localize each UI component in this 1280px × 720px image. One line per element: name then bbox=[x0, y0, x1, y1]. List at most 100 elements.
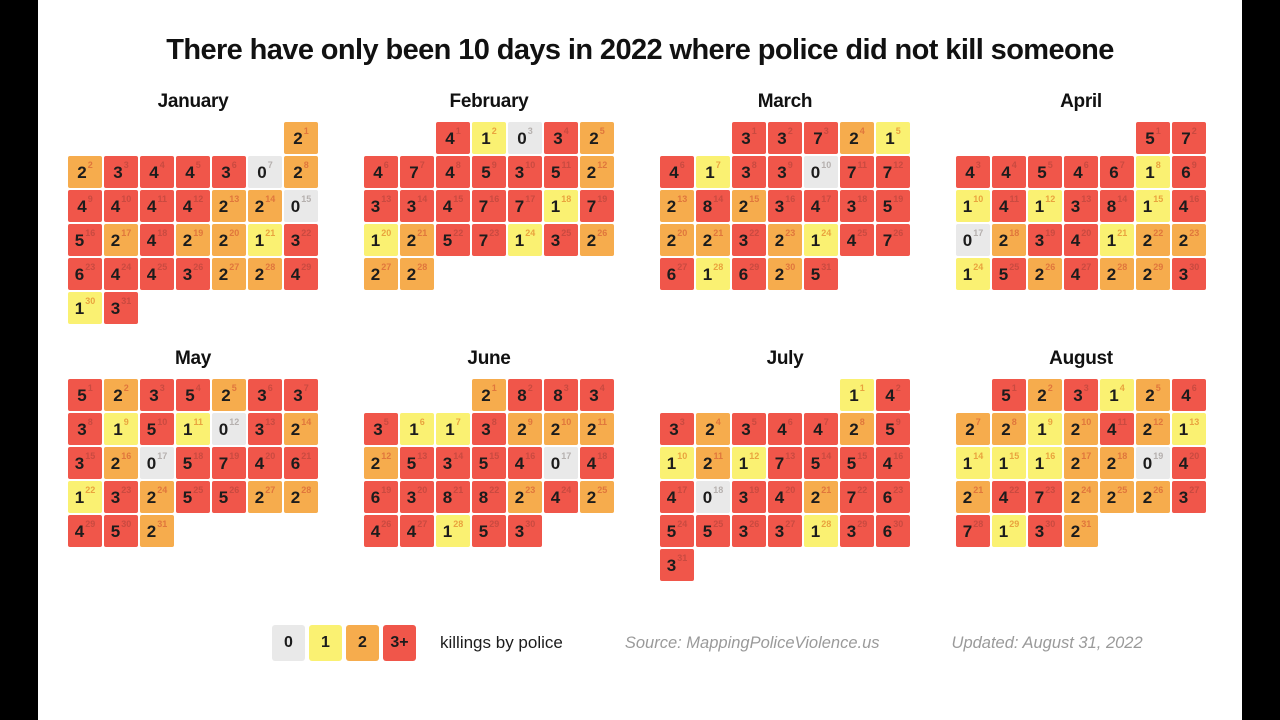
day-number: 12 bbox=[193, 193, 204, 204]
day-value: 1 bbox=[705, 162, 715, 182]
day-number: 22 bbox=[489, 484, 500, 495]
day-cell: 3 14 bbox=[400, 190, 434, 222]
day-value: 5 bbox=[110, 521, 121, 541]
day-cell: 4 25 bbox=[140, 258, 174, 290]
day-number: 4 bbox=[1011, 159, 1017, 170]
day-number: 18 bbox=[1117, 450, 1128, 461]
month-april: April 5 1 7 2 4 3 4 4 5 5 4 6 6 7 1 8 6 9 1 10 4 11 1 12 3 13 8 14 1 1… bbox=[956, 91, 1206, 324]
day-number: 14 bbox=[713, 193, 724, 204]
day-number: 15 bbox=[1153, 193, 1164, 204]
day-value: 1 bbox=[666, 453, 677, 473]
empty-cell bbox=[956, 122, 990, 154]
day-number: 17 bbox=[821, 193, 832, 204]
day-cell: 4 20 bbox=[1172, 447, 1206, 479]
day-value: 3 bbox=[1070, 196, 1081, 216]
day-value: 3 bbox=[777, 162, 787, 182]
day-value: 3 bbox=[77, 419, 87, 439]
day-number: 6 bbox=[419, 416, 425, 427]
empty-cell bbox=[364, 379, 398, 411]
day-cell: 4 12 bbox=[176, 190, 210, 222]
day-value: 4 bbox=[147, 196, 157, 216]
day-value: 3 bbox=[1073, 385, 1083, 405]
day-number: 15 bbox=[85, 450, 96, 461]
day-value: 2 bbox=[406, 264, 417, 284]
day-number: 28 bbox=[713, 261, 724, 272]
day-value: 2 bbox=[370, 264, 381, 284]
day-cell: 4 16 bbox=[508, 447, 542, 479]
day-cell: 1 28 bbox=[436, 515, 470, 547]
day-value: 1 bbox=[409, 419, 419, 439]
day-cell: 3 10 bbox=[508, 156, 542, 188]
day-number: 2 bbox=[123, 382, 129, 393]
day-number: 5 bbox=[231, 382, 237, 393]
day-number: 1 bbox=[1011, 382, 1017, 393]
day-number: 12 bbox=[893, 159, 904, 170]
day-number: 1 bbox=[1155, 125, 1161, 136]
day-value: 2 bbox=[666, 230, 677, 250]
day-value: 3 bbox=[481, 419, 491, 439]
page-title: There have only been 10 days in 2022 whe… bbox=[166, 34, 1114, 66]
day-value: 5 bbox=[1037, 162, 1047, 182]
day-value: 4 bbox=[1001, 162, 1011, 182]
day-cell: 2 16 bbox=[104, 447, 138, 479]
day-cell: 5 25 bbox=[696, 515, 730, 547]
day-number: 7 bbox=[823, 416, 829, 427]
day-value: 1 bbox=[1109, 385, 1119, 405]
empty-cell bbox=[248, 122, 282, 154]
day-value: 4 bbox=[1107, 419, 1117, 439]
day-cell: 2 22 bbox=[1136, 224, 1170, 256]
empty-cell bbox=[660, 379, 694, 411]
day-number: 18 bbox=[193, 450, 204, 461]
day-value: 4 bbox=[669, 162, 679, 182]
day-value: 0 bbox=[290, 196, 301, 216]
day-number: 23 bbox=[1189, 227, 1200, 238]
day-value: 3 bbox=[741, 162, 751, 182]
day-number: 17 bbox=[157, 450, 168, 461]
day-cell: 4 27 bbox=[1064, 258, 1098, 290]
day-cell: 4 29 bbox=[68, 515, 102, 547]
day-value: 2 bbox=[1142, 487, 1153, 507]
day-value: 2 bbox=[146, 521, 157, 541]
day-cell: 1 10 bbox=[660, 447, 694, 479]
empty-cell bbox=[768, 379, 802, 411]
day-cell: 5 22 bbox=[436, 224, 470, 256]
day-number: 27 bbox=[677, 261, 688, 272]
day-value: 1 bbox=[550, 196, 561, 216]
day-cell: 2 20 bbox=[660, 224, 694, 256]
day-value: 4 bbox=[1178, 453, 1189, 473]
empty-cell bbox=[956, 379, 990, 411]
day-value: 3 bbox=[293, 385, 303, 405]
day-value: 5 bbox=[666, 521, 677, 541]
day-number: 20 bbox=[1189, 450, 1200, 461]
day-value: 7 bbox=[218, 453, 229, 473]
day-cell: 3 16 bbox=[768, 190, 802, 222]
month-title: March bbox=[757, 91, 813, 112]
day-cell: 7 23 bbox=[472, 224, 506, 256]
day-number: 6 bbox=[1083, 159, 1089, 170]
day-value: 2 bbox=[218, 196, 229, 216]
day-cell: 2 21 bbox=[956, 481, 990, 513]
day-value: 3 bbox=[110, 298, 121, 318]
day-number: 17 bbox=[525, 193, 536, 204]
day-value: 7 bbox=[409, 162, 419, 182]
day-value: 8 bbox=[1106, 196, 1117, 216]
day-number: 31 bbox=[121, 295, 132, 306]
day-number: 12 bbox=[597, 159, 608, 170]
day-value: 0 bbox=[517, 128, 527, 148]
day-value: 5 bbox=[551, 162, 561, 182]
day-cell: 2 26 bbox=[580, 224, 614, 256]
day-value: 2 bbox=[514, 487, 525, 507]
day-number: 6 bbox=[679, 159, 685, 170]
day-value: 4 bbox=[514, 453, 525, 473]
day-number: 8 bbox=[751, 159, 757, 170]
day-cell: 5 18 bbox=[176, 447, 210, 479]
day-number: 28 bbox=[973, 518, 984, 529]
day-value: 4 bbox=[965, 162, 975, 182]
